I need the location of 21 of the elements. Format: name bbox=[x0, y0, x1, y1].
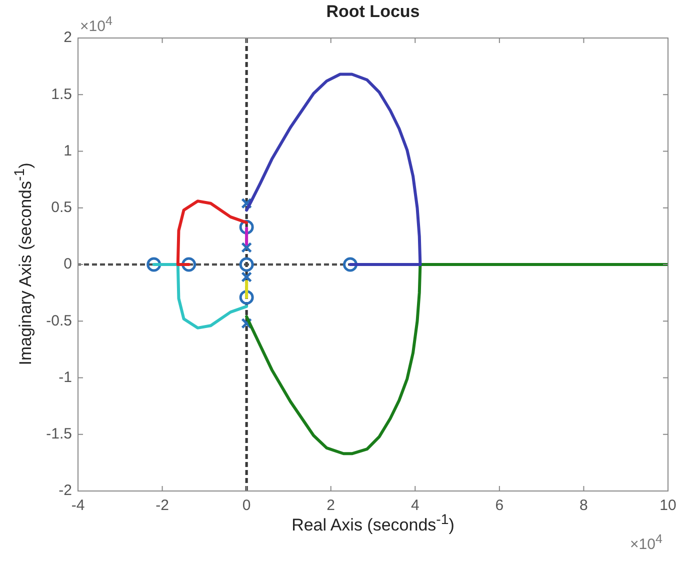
x-tick-label: 8 bbox=[580, 497, 588, 514]
y-tick-label: -1 bbox=[58, 368, 72, 386]
x-tick-label: 6 bbox=[495, 497, 504, 514]
x-tick-label: 10 bbox=[660, 497, 676, 514]
y-tick-label: 1.5 bbox=[51, 86, 72, 103]
x-axis-title: Real Axis (seconds$^{-1}$) bbox=[292, 512, 454, 535]
x-tick-label: -4 bbox=[71, 497, 85, 514]
y-tick-label: 0 bbox=[64, 256, 72, 273]
text: ×10$^{4}$ bbox=[80, 14, 112, 35]
x-tick-label: 2 bbox=[326, 497, 336, 514]
y-tick-label: 1 bbox=[64, 142, 72, 160]
chart-title: Root Locus bbox=[326, 2, 420, 22]
x-tick-label: 0 bbox=[242, 497, 251, 514]
x-tick-label: -2 bbox=[156, 497, 169, 514]
y-tick-label: 2 bbox=[64, 29, 72, 46]
y-tick-label: -1.5 bbox=[46, 426, 72, 443]
y-tick-label: -2 bbox=[58, 482, 72, 500]
y-tick-label: 0.5 bbox=[51, 199, 72, 216]
x-tick-label: 4 bbox=[410, 497, 420, 514]
text: ×10$^{4}$ bbox=[630, 532, 662, 553]
y-tick-label: -0.5 bbox=[46, 312, 72, 330]
